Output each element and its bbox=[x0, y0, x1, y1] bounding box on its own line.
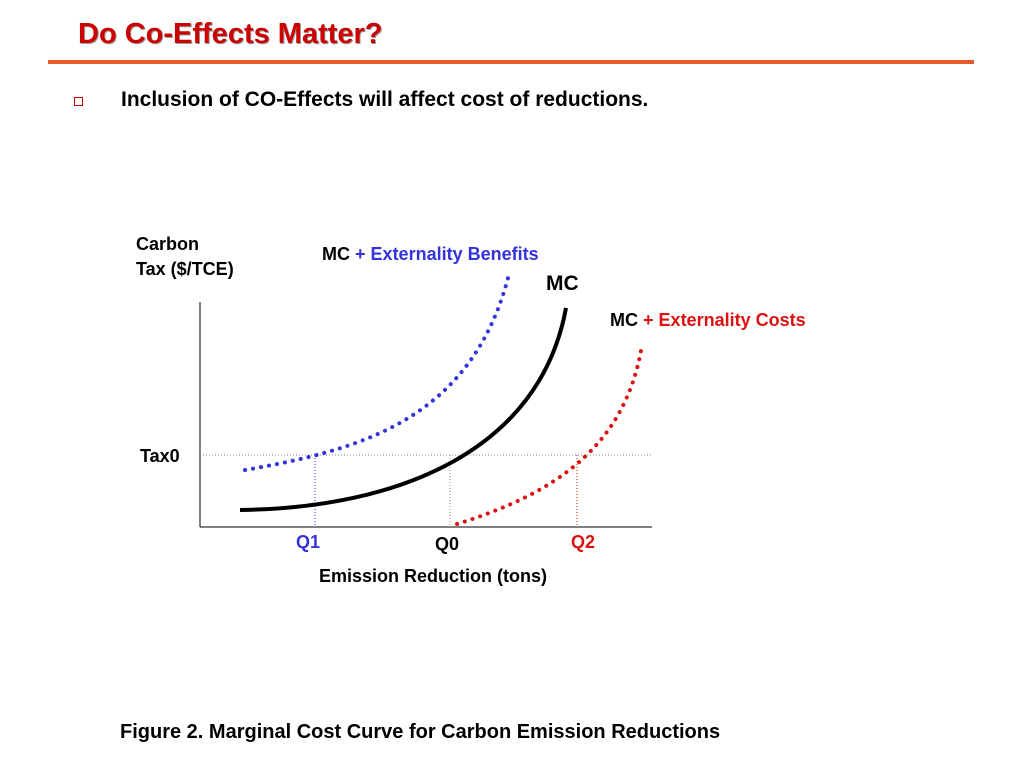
costs-curve-label: MC + Externality Costs bbox=[610, 310, 806, 331]
benefits-curve-label: MC + Externality Benefits bbox=[322, 244, 539, 265]
tax0-label: Tax0 bbox=[140, 446, 180, 466]
slide-title: Do Co-Effects Matter? bbox=[78, 18, 383, 50]
y-axis-label: Carbon Tax ($/TCE) bbox=[136, 234, 234, 279]
mc-plus-benefits-curve bbox=[243, 276, 510, 472]
mc-label: MC bbox=[546, 272, 579, 295]
mc-curve bbox=[239, 307, 568, 512]
costs-label-text: Externality Costs bbox=[658, 310, 806, 330]
square-bullet-icon bbox=[74, 96, 83, 106]
q2-label: Q2 bbox=[571, 532, 596, 552]
mc-plus-costs-curve bbox=[455, 343, 644, 526]
benefits-label-plus: + bbox=[355, 244, 366, 264]
bullet-point: Inclusion of CO-Effects will affect cost… bbox=[74, 88, 648, 112]
costs-label-mc: MC bbox=[610, 310, 638, 330]
q0-label: Q0 bbox=[435, 534, 460, 554]
q1-label: Q1 bbox=[296, 532, 321, 552]
costs-label-plus: + bbox=[643, 310, 654, 330]
figure-caption: Figure 2. Marginal Cost Curve for Carbon… bbox=[120, 721, 721, 743]
benefits-label-text: Externality Benefits bbox=[370, 244, 539, 264]
title-underline bbox=[48, 60, 974, 64]
benefits-label-mc: MC bbox=[322, 244, 350, 264]
x-axis-label: Emission Reduction (tons) bbox=[319, 566, 548, 586]
bullet-text: Inclusion of CO-Effects will affect cost… bbox=[121, 88, 649, 111]
